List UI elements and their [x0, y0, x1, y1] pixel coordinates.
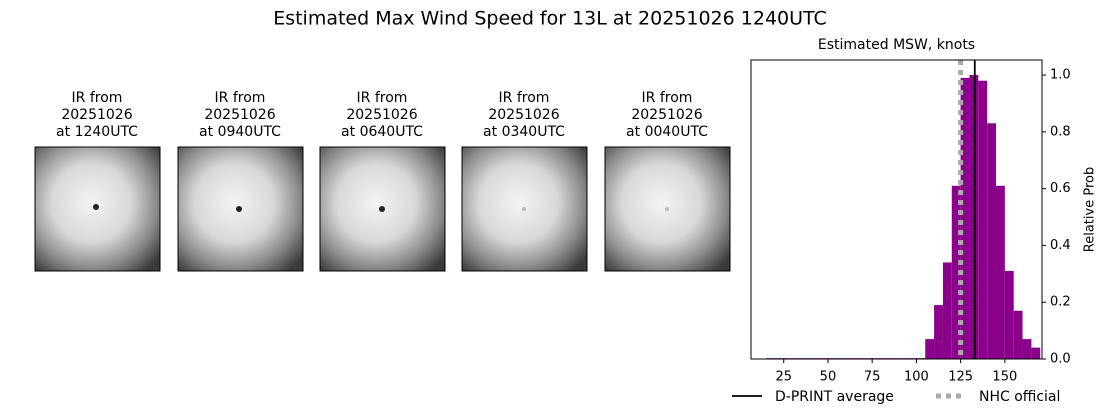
figure-title: Estimated Max Wind Speed for 13L at 2025… [273, 8, 827, 30]
panel-title: IR from [499, 90, 550, 106]
x-tick-label: 50 [820, 370, 837, 385]
panel-title: IR from [357, 90, 408, 106]
bar [925, 339, 935, 359]
y-tick-label: 0.6 [1050, 181, 1071, 196]
x-tick-label: 125 [948, 370, 973, 385]
bar [1013, 310, 1023, 359]
bar [987, 123, 997, 359]
storm-eye [665, 207, 669, 211]
bar [1031, 347, 1041, 359]
x-tick-label: 25 [775, 370, 792, 385]
panel-title: 20251026 [204, 107, 275, 123]
bar [978, 80, 988, 359]
panel-title: IR from [642, 90, 693, 106]
storm-eye [236, 206, 242, 212]
panel-title: at 0640UTC [341, 124, 423, 140]
bar [960, 77, 970, 359]
x-tick-label: 100 [904, 370, 929, 385]
y-tick-label: 0.8 [1050, 124, 1071, 139]
panel-title: IR from [215, 90, 266, 106]
bar [951, 185, 961, 359]
panel-title: 20251026 [346, 107, 417, 123]
panel-title: at 0340UTC [483, 124, 565, 140]
y-tick-label: 0.4 [1050, 238, 1071, 253]
storm-eye [93, 204, 99, 210]
panel-title: 20251026 [61, 107, 132, 123]
legend-label: NHC official [979, 389, 1060, 405]
histogram: Estimated MSW, knots D-PRINT average NHC o… [732, 37, 1098, 405]
x-tick-label: 75 [864, 370, 881, 385]
plot-frame [750, 59, 1043, 360]
legend-label: D-PRINT average [775, 389, 894, 405]
y-tick-label: 0.2 [1050, 295, 1071, 310]
storm-eye [379, 206, 385, 212]
bar [942, 262, 952, 359]
panel-title: at 0040UTC [626, 124, 708, 140]
bar [996, 185, 1005, 359]
panel-title: 20251026 [488, 107, 559, 123]
bar [1022, 339, 1032, 359]
storm-eye [522, 207, 526, 211]
y-tick-label: 1.0 [1050, 68, 1071, 83]
panel-title: 20251026 [631, 107, 702, 123]
y-tick-label: 0.0 [1050, 352, 1071, 367]
panel-title: at 1240UTC [56, 124, 138, 140]
panel-title: at 0940UTC [199, 124, 281, 140]
chart-title: Estimated MSW, knots [818, 37, 975, 53]
bar [1004, 270, 1014, 359]
panel-title: IR from [72, 90, 123, 106]
bar [934, 305, 943, 359]
y-axis-label: Relative Prob [1083, 167, 1098, 252]
x-tick-label: 150 [992, 370, 1017, 385]
